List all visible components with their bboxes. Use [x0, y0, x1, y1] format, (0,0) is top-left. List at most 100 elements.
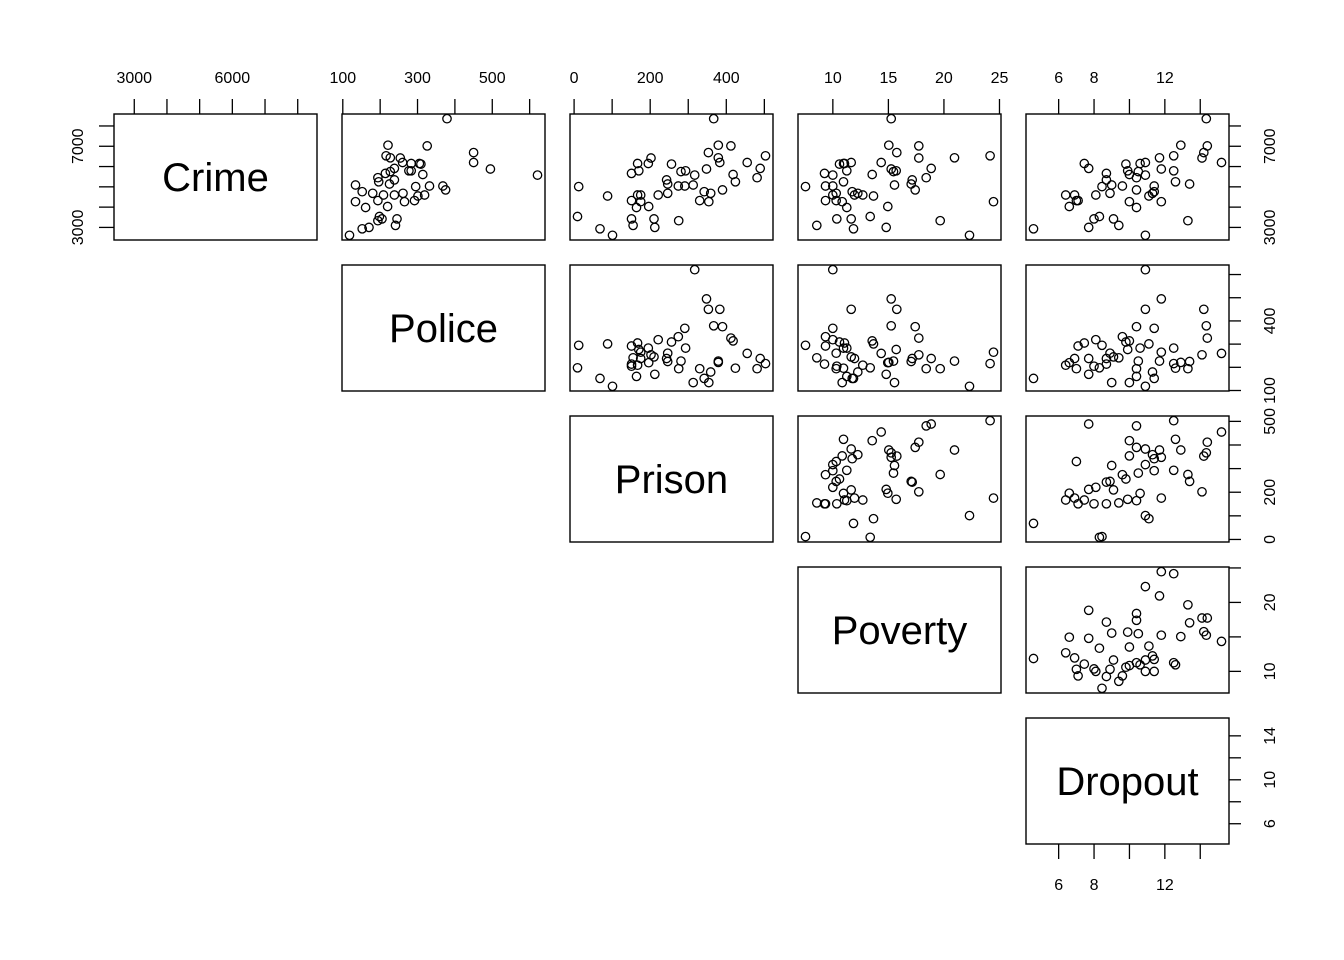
data-point [1183, 599, 1193, 610]
tick-label: 10 [1262, 662, 1279, 680]
data-point [1028, 653, 1039, 664]
data-point [373, 172, 383, 183]
data-point [649, 352, 659, 362]
data-point [1079, 659, 1090, 669]
data-point [910, 321, 921, 332]
bottom-axis-dropout: 6 8 12 [1054, 844, 1201, 894]
data-point [1090, 666, 1101, 677]
data-point [1106, 180, 1117, 190]
data-point [752, 172, 762, 183]
tick-label: 12 [1156, 70, 1174, 87]
data-point [841, 495, 852, 506]
data-point [1097, 683, 1107, 694]
data-point [1073, 195, 1083, 206]
diagonal-panel-prison: Prison [569, 415, 774, 543]
data-point [1122, 627, 1133, 637]
data-point [886, 113, 897, 124]
data-point [416, 159, 426, 169]
data-point [868, 339, 879, 349]
data-point [888, 166, 899, 177]
data-point [1198, 304, 1209, 315]
data-point [1124, 451, 1135, 461]
data-point [889, 377, 900, 388]
panel-frame [569, 113, 774, 241]
scatter-panel-prison-vs-poverty [797, 415, 1002, 543]
data-point [1183, 215, 1193, 226]
data-point [831, 498, 842, 509]
data-point [820, 469, 831, 480]
data-point [708, 320, 719, 331]
data-point [701, 164, 712, 174]
panel-frame [1025, 566, 1230, 694]
data-point [1197, 153, 1207, 163]
data-point [713, 152, 724, 163]
data-point [837, 377, 848, 388]
data-point [1131, 185, 1142, 195]
data-point [876, 348, 887, 359]
data-point [1028, 223, 1039, 234]
tick-label: 12 [1156, 877, 1174, 894]
data-point [1201, 113, 1212, 124]
data-point [628, 220, 638, 231]
variable-label: Police [389, 307, 498, 351]
data-point [380, 168, 391, 179]
panel-frame [113, 113, 318, 241]
data-point [694, 363, 705, 374]
panel-frame [797, 415, 1002, 543]
data-point [635, 347, 646, 358]
data-point [680, 165, 691, 176]
data-point [827, 170, 838, 180]
panel-frame [797, 113, 1002, 241]
data-point [752, 363, 762, 374]
data-point [373, 176, 384, 187]
data-point [1156, 294, 1167, 304]
data-point [831, 348, 842, 359]
data-point [882, 201, 893, 212]
data-point [440, 185, 451, 195]
data-point [886, 447, 897, 458]
data-point [1071, 456, 1082, 467]
data-point [1144, 339, 1154, 349]
data-point [1149, 666, 1160, 677]
data-point [1202, 437, 1213, 448]
data-point [867, 435, 878, 446]
data-point [1140, 381, 1151, 392]
data-point [1028, 518, 1039, 529]
data-point [1156, 452, 1167, 463]
data-point [383, 140, 393, 151]
data-point [1154, 591, 1165, 601]
data-point [1154, 356, 1165, 366]
data-point [852, 449, 863, 460]
data-point [1131, 421, 1142, 431]
data-point [646, 153, 656, 163]
data-point [907, 175, 918, 185]
data-point [607, 230, 618, 241]
data-point [876, 157, 887, 168]
data-point [367, 188, 378, 199]
data-point [703, 196, 714, 207]
data-point [868, 513, 879, 524]
data-point [1140, 444, 1151, 454]
panel-frame [569, 415, 774, 543]
data-point [572, 362, 583, 373]
data-point [1131, 442, 1142, 453]
data-point [800, 531, 811, 542]
data-point [1071, 664, 1082, 675]
data-point [1135, 158, 1145, 169]
data-point [910, 442, 921, 453]
data-point [820, 195, 831, 206]
data-point [688, 180, 699, 190]
data-point [635, 190, 646, 200]
scatter-panel-crime-vs-police [341, 113, 546, 241]
data-point [1071, 363, 1082, 374]
data-point [1090, 190, 1101, 200]
data-point [831, 361, 842, 372]
data-point [888, 468, 899, 478]
data-point [703, 147, 714, 158]
data-point [906, 476, 917, 487]
data-point [1108, 214, 1119, 224]
tick-label: 20 [1262, 593, 1279, 611]
data-point [378, 190, 389, 200]
data-point [357, 186, 368, 197]
data-point [1106, 460, 1117, 471]
